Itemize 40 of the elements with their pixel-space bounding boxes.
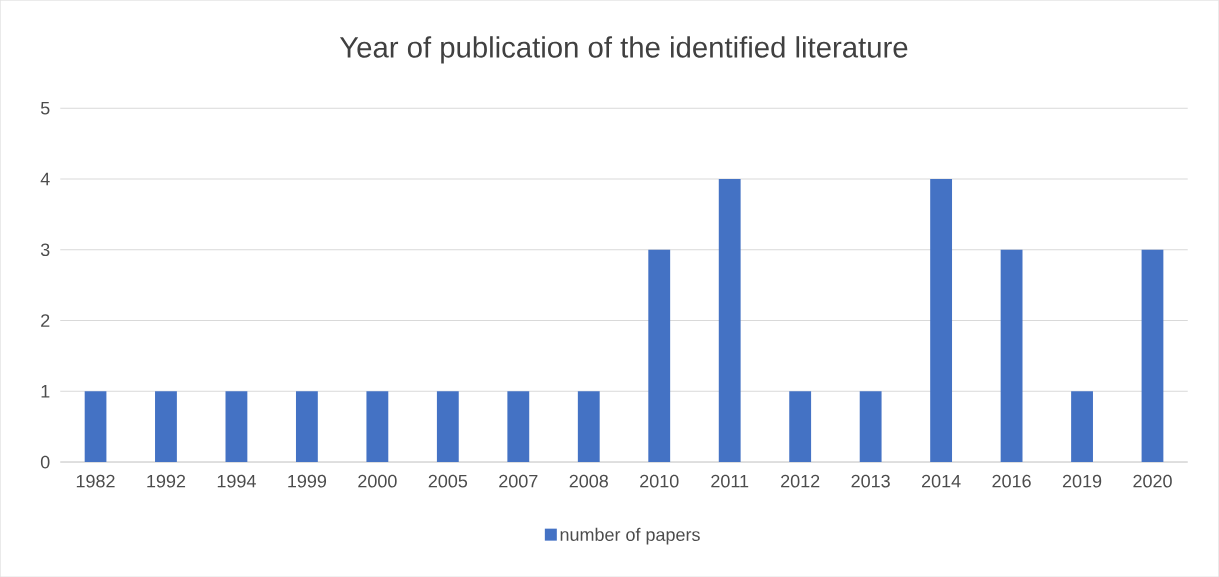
bar (436, 391, 459, 462)
x-tick-label: 2011 (711, 474, 749, 488)
y-tick-label: 1 (41, 384, 50, 398)
bar (789, 391, 812, 462)
y-tick-label: 4 (40, 172, 50, 186)
bar (577, 391, 600, 462)
x-tick-label: 2020 (1133, 474, 1172, 488)
x-tick-label: 1994 (217, 474, 256, 488)
chart-title: Year of publication of the identified literature (339, 36, 908, 64)
bar (155, 391, 177, 462)
bar (295, 391, 318, 462)
x-tick-label: 1992 (147, 474, 186, 488)
x-tick-label: 2000 (358, 474, 397, 488)
x-tick-label: 2014 (922, 474, 961, 488)
bar (225, 391, 248, 462)
bar (718, 178, 741, 462)
bar (507, 391, 530, 462)
y-tick-label: 2 (41, 314, 50, 327)
x-tick-label: 2008 (569, 474, 608, 488)
x-tick-label: 1999 (288, 474, 327, 488)
x-tick-label: 1982 (76, 474, 115, 488)
bar (1141, 249, 1164, 462)
x-tick-label: 2010 (640, 474, 679, 488)
x-tick-label: 2007 (499, 474, 538, 488)
legend-label: number of papers (560, 527, 700, 545)
x-tick-label: 2005 (428, 474, 468, 488)
x-tick-label: 2016 (992, 474, 1031, 488)
bar (859, 391, 882, 462)
bar (930, 178, 953, 462)
bar (1000, 249, 1023, 462)
bar (1071, 391, 1093, 462)
x-tick-label: 2012 (781, 474, 820, 488)
y-tick-label: 3 (40, 243, 50, 256)
y-tick-label: 5 (40, 101, 50, 115)
x-tick-label: 2013 (851, 474, 890, 488)
bar (648, 249, 671, 462)
x-tick-label: 2019 (1062, 474, 1102, 488)
bar (84, 391, 107, 462)
bar (366, 391, 389, 462)
y-tick-label: 0 (40, 455, 50, 469)
